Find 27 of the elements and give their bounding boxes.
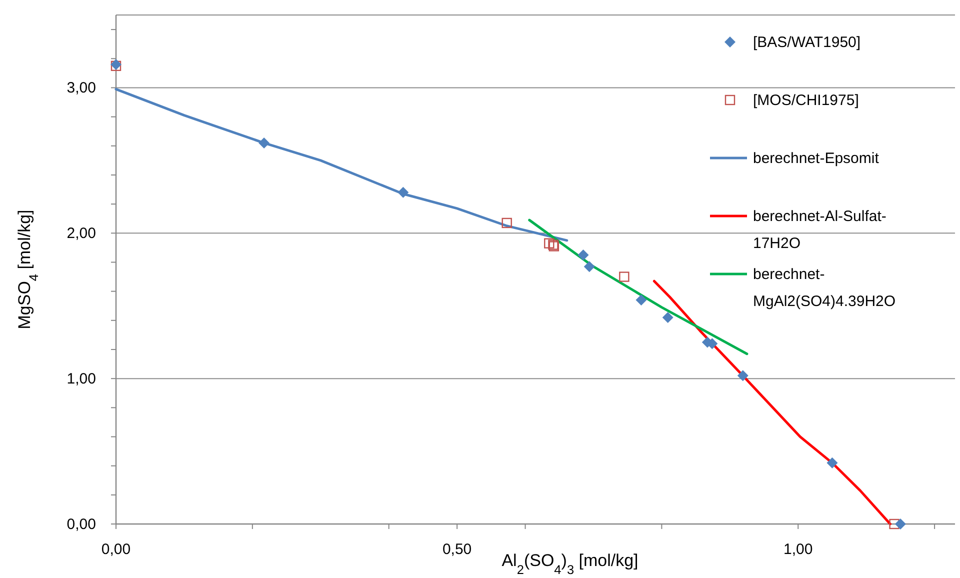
point [636, 294, 647, 306]
y-tick-label: 1,00 [66, 370, 96, 388]
point [578, 249, 589, 260]
point [398, 186, 409, 198]
legend-label: berechnet-MgAl2(SO4)4.39H2O [753, 266, 896, 310]
x-tick-label: 0,00 [101, 541, 131, 558]
y-tick-label: 0,00 [66, 516, 96, 533]
x-tick-label: 1,00 [784, 541, 813, 558]
point [584, 261, 595, 272]
line-series [528, 218, 748, 356]
point [619, 272, 630, 282]
point [258, 137, 270, 148]
point [826, 457, 838, 468]
point [737, 370, 748, 382]
y-tick-label: 2,00 [66, 225, 96, 242]
y-tick-label: 3,00 [66, 80, 96, 97]
legend-label: [MOS/CHI1975] [753, 92, 859, 109]
line-series [114, 88, 568, 242]
point [502, 218, 512, 228]
point [894, 518, 906, 530]
point [662, 312, 674, 323]
legend-label: berechnet-Epsomit [753, 150, 880, 167]
point [544, 238, 554, 248]
x-axis-title: Al$_{2}$(SO$_{4}$)$_{3}$ [mol/kg] [502, 551, 638, 576]
point [889, 518, 900, 530]
x-tick-label: 0,50 [442, 541, 472, 558]
legend-label: [BAS/WAT1950] [753, 34, 861, 51]
